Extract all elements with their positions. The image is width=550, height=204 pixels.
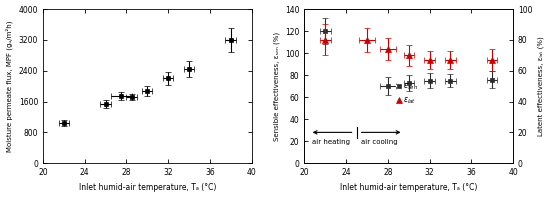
Text: air heating: air heating <box>311 139 350 145</box>
Y-axis label: Latent effectiveness, εₗₐₜ (%): Latent effectiveness, εₗₐₜ (%) <box>538 36 544 136</box>
Text: air cooling: air cooling <box>361 139 398 145</box>
X-axis label: Inlet humid-air temperature, Tₐ (°C): Inlet humid-air temperature, Tₐ (°C) <box>340 183 477 192</box>
Y-axis label: Moisture permeate flux, MPF (gᵤ/m²h): Moisture permeate flux, MPF (gᵤ/m²h) <box>6 20 13 152</box>
X-axis label: Inlet humid-air temperature, Tₐ (°C): Inlet humid-air temperature, Tₐ (°C) <box>79 183 216 192</box>
Legend: $\varepsilon_{sen}$, $\varepsilon_{lat}$: $\varepsilon_{sen}$, $\varepsilon_{lat}$ <box>394 79 422 109</box>
Y-axis label: Sensible effectiveness, εₛₑₙ (%): Sensible effectiveness, εₛₑₙ (%) <box>273 32 279 141</box>
